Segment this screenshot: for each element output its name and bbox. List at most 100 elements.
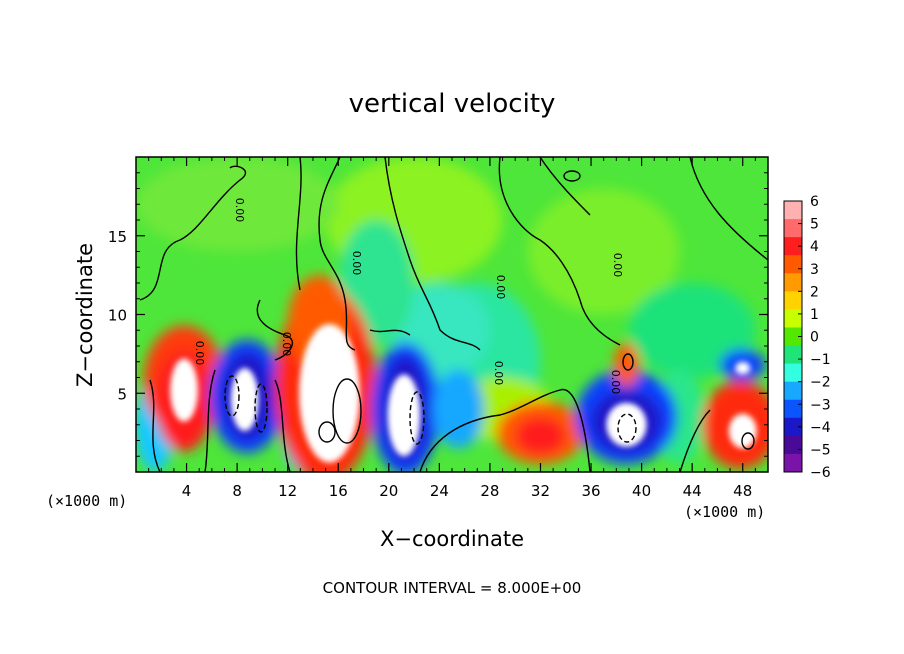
x-tick-label: 12 xyxy=(278,482,297,500)
colorbar-tick-label: 5 xyxy=(810,217,819,233)
colorbar-swatch xyxy=(784,255,802,274)
contour-loop xyxy=(563,170,581,182)
contour-line xyxy=(139,165,247,301)
contour-label: 0.00 xyxy=(609,370,622,395)
contour-line xyxy=(539,157,591,216)
colorbar-swatch xyxy=(784,363,802,383)
colorbar-tick-label: −6 xyxy=(810,465,831,481)
colorbar-tick-label: 4 xyxy=(810,239,819,255)
x-tick-label: 20 xyxy=(379,482,398,500)
colorbar-tick-label: 1 xyxy=(810,307,819,323)
contour-line xyxy=(295,157,302,291)
field-region xyxy=(613,342,640,387)
chart-title: vertical velocity xyxy=(349,89,556,119)
y-axis-label: Z−coordinate xyxy=(73,243,97,387)
colorbar-swatch xyxy=(784,327,802,347)
x-tick-label: 32 xyxy=(531,482,550,500)
contour-loop xyxy=(409,391,425,445)
velocity-core xyxy=(170,358,198,422)
contour-line xyxy=(274,379,291,472)
x-tick-label: 40 xyxy=(632,482,651,500)
field-region xyxy=(136,157,339,252)
x-tick-label: 24 xyxy=(430,482,449,500)
colorbar-tick-label: −2 xyxy=(810,375,831,391)
colorbar-swatch xyxy=(784,381,802,401)
field-region xyxy=(515,416,566,455)
contour-line xyxy=(204,369,216,472)
contour-loop xyxy=(318,421,336,443)
contour-loop xyxy=(617,413,637,443)
colorbar-tick-label: −3 xyxy=(810,397,831,413)
contour-loop xyxy=(741,432,755,450)
contour-loop xyxy=(622,353,634,371)
colorbar-swatch xyxy=(784,237,802,256)
contour-labels: 0.00 0.00 0.00 0.00 0.00 0.00 0.00 0.00 xyxy=(193,198,624,395)
velocity-core xyxy=(728,413,757,449)
x-tick-label: 4 xyxy=(182,482,192,500)
velocity-core xyxy=(387,374,421,457)
zero-contours xyxy=(139,157,768,472)
colorbar-tick-label: 6 xyxy=(810,194,819,210)
x-tick-label: 16 xyxy=(329,482,348,500)
colorbar-tick-label: −4 xyxy=(810,420,831,436)
colorbar-swatch xyxy=(784,345,802,365)
velocity-core xyxy=(299,323,360,463)
contour-loop xyxy=(224,375,240,417)
colorbar-tick-label: −1 xyxy=(810,352,831,368)
contour-label: 0.00 xyxy=(611,253,624,278)
velocity-core xyxy=(735,361,751,375)
colorbar-swatch xyxy=(784,399,802,419)
colorbar-tick-label: −5 xyxy=(810,442,831,458)
contour-label: 0.00 xyxy=(193,341,206,366)
x-unit-label-right: (×1000 m) xyxy=(684,503,765,521)
contour-line xyxy=(256,299,294,361)
field-region xyxy=(527,188,680,315)
contour-interval-note: CONTOUR INTERVAL = 8.000E+00 xyxy=(323,579,582,597)
y-axis: 5 10 15 xyxy=(108,172,768,457)
colorbar-tick-label: 3 xyxy=(810,262,819,278)
colorbar-swatch xyxy=(784,435,802,455)
x-tick-label: 8 xyxy=(232,482,242,500)
colorbar-swatch xyxy=(784,273,802,292)
x-axis-label: X−coordinate xyxy=(380,527,524,551)
contour-label: 0.00 xyxy=(492,361,505,386)
contour-line xyxy=(419,388,591,472)
contour-line xyxy=(318,157,356,351)
contour-loop xyxy=(332,378,362,444)
y-tick-label: 10 xyxy=(108,307,127,325)
contour-label: 0.00 xyxy=(350,251,363,276)
contour-line xyxy=(149,379,161,472)
colorbar-swatch xyxy=(784,417,802,437)
contour-label: 0.00 xyxy=(280,332,293,357)
x-tick-label: 44 xyxy=(683,482,702,500)
x-axis: 4 8 12 16 20 24 28 32 36 40 44 48 xyxy=(148,157,756,500)
plot-area: 0.00 0.00 0.00 0.00 0.00 0.00 0.00 0.00 xyxy=(136,157,768,472)
contour-line xyxy=(689,157,768,261)
velocity-cores xyxy=(170,323,757,463)
contour-line xyxy=(384,157,481,351)
contour-loop xyxy=(254,383,268,433)
field-region xyxy=(628,283,756,378)
x-tick-label: 36 xyxy=(581,482,600,500)
y-tick-label: 5 xyxy=(117,385,127,403)
contour-line xyxy=(369,329,411,336)
y-tick-label: 15 xyxy=(108,228,127,246)
contour-line xyxy=(679,409,711,472)
x-tick-label: 28 xyxy=(480,482,499,500)
colorbar-tick-label: 0 xyxy=(810,330,819,346)
velocity-core xyxy=(230,368,259,432)
contour-label: 0.00 xyxy=(233,198,246,223)
colorbar-tick-label: 2 xyxy=(810,284,819,300)
contour-label: 0.00 xyxy=(494,275,507,300)
colorbar-swatch xyxy=(784,453,802,473)
colorbar-swatch xyxy=(784,201,802,220)
field-region xyxy=(433,369,484,449)
velocity-core xyxy=(606,402,647,447)
colorbar-swatch xyxy=(784,309,802,328)
contour-line xyxy=(498,157,621,346)
velocity-field xyxy=(136,157,768,472)
x-unit-label-left: (×1000 m) xyxy=(46,492,127,510)
x-tick-label: 48 xyxy=(733,482,752,500)
colorbar-swatch xyxy=(784,219,802,238)
